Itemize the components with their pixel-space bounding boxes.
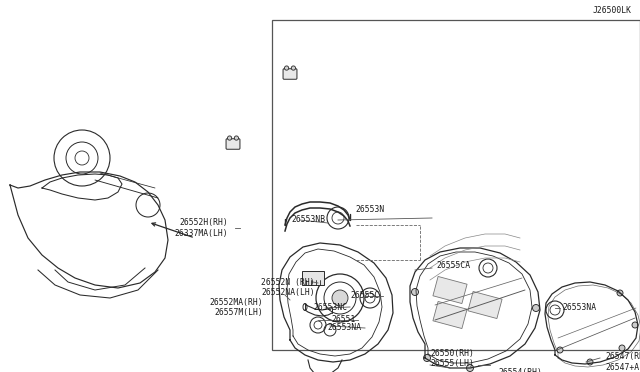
Text: 26552H(RH)
26337MA(LH): 26552H(RH) 26337MA(LH) [174,218,228,238]
FancyBboxPatch shape [433,301,467,328]
Text: 26555CA: 26555CA [436,260,470,269]
Circle shape [587,359,593,365]
Circle shape [234,136,239,140]
Text: 26553N: 26553N [355,205,384,215]
Text: 26554(RH)
26559(LH): 26554(RH) 26559(LH) [498,368,542,372]
FancyBboxPatch shape [272,20,640,350]
FancyBboxPatch shape [468,291,502,318]
Text: 26553NC: 26553NC [314,302,348,311]
Circle shape [332,290,348,306]
Text: 26550(RH)
26555(LH): 26550(RH) 26555(LH) [430,349,474,368]
Text: 26553NA: 26553NA [562,304,596,312]
Circle shape [291,66,296,70]
Text: 26553NB: 26553NB [292,215,326,224]
Text: 26555C: 26555C [351,292,380,301]
Circle shape [619,345,625,351]
Circle shape [467,365,474,372]
FancyBboxPatch shape [433,276,467,304]
Text: J26500LK: J26500LK [593,6,632,15]
Circle shape [412,289,419,295]
FancyBboxPatch shape [226,139,240,149]
Text: 26553NA: 26553NA [328,324,362,333]
Circle shape [557,347,563,353]
FancyBboxPatch shape [283,69,297,79]
Circle shape [632,322,638,328]
Circle shape [532,305,540,311]
Text: 26547(RH)
26547+A(LH): 26547(RH) 26547+A(LH) [605,352,640,372]
Text: 26552MA(RH)
26557M(LH): 26552MA(RH) 26557M(LH) [209,298,263,317]
FancyBboxPatch shape [302,271,324,285]
Circle shape [284,66,289,70]
Text: 26552N (RH)
26552NA(LH): 26552N (RH) 26552NA(LH) [261,278,315,297]
Circle shape [617,290,623,296]
Circle shape [424,355,431,362]
Text: 26551: 26551 [332,315,356,324]
Circle shape [227,136,232,140]
